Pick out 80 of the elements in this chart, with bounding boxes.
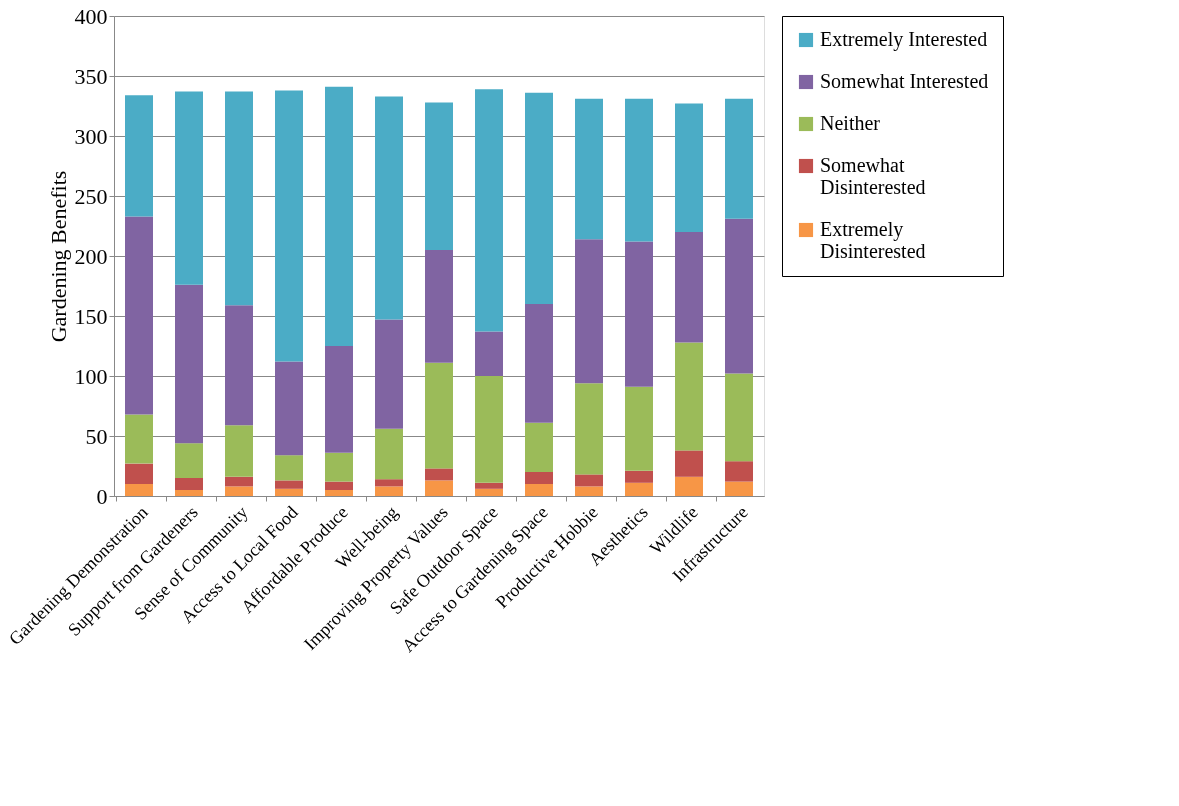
bar xyxy=(225,486,253,496)
bar xyxy=(675,476,703,496)
y-tick-label: 350 xyxy=(74,63,108,89)
y-tick-label: 200 xyxy=(74,243,108,269)
bar xyxy=(525,92,553,304)
bar xyxy=(375,319,403,429)
bar xyxy=(675,450,703,477)
bar xyxy=(475,89,503,332)
legend-label: Neither xyxy=(820,112,881,134)
bar xyxy=(425,250,453,363)
bar xyxy=(725,218,753,374)
bar xyxy=(225,425,253,477)
bar xyxy=(575,474,603,487)
bar xyxy=(425,480,453,496)
bar xyxy=(625,470,653,483)
bar xyxy=(175,478,203,490)
bar xyxy=(675,232,703,343)
bar xyxy=(725,461,753,482)
bar xyxy=(525,304,553,423)
bar xyxy=(175,284,203,444)
bar xyxy=(575,98,603,240)
bar xyxy=(475,488,503,496)
y-axis-title: Gardening Benefits xyxy=(45,170,71,343)
y-tick-label: 0 xyxy=(96,483,108,509)
bar xyxy=(675,103,703,232)
bar xyxy=(725,98,753,219)
bar xyxy=(225,305,253,426)
bar xyxy=(325,452,353,482)
bar xyxy=(125,216,153,415)
bar xyxy=(525,472,553,484)
bar xyxy=(525,422,553,472)
bar xyxy=(325,481,353,490)
bar xyxy=(125,463,153,484)
bar xyxy=(275,361,303,456)
bar xyxy=(275,488,303,496)
bar xyxy=(625,241,653,387)
bar xyxy=(625,386,653,471)
y-tick-label: 250 xyxy=(74,183,108,209)
bar xyxy=(325,86,353,346)
bar xyxy=(625,482,653,496)
y-tick-label: 50 xyxy=(85,423,108,449)
bar xyxy=(525,484,553,496)
bar xyxy=(175,490,203,496)
bar xyxy=(575,383,603,475)
legend-label: Somewhat Disinterested xyxy=(820,154,926,198)
y-tick-label: 150 xyxy=(74,303,108,329)
bar xyxy=(725,373,753,462)
bar xyxy=(275,480,303,489)
bar xyxy=(375,486,403,496)
bar xyxy=(225,476,253,487)
bar xyxy=(475,482,503,489)
bar xyxy=(275,90,303,362)
legend-label: Somewhat Interested xyxy=(820,70,989,92)
bar xyxy=(125,414,153,464)
bar xyxy=(175,91,203,285)
bar xyxy=(375,96,403,320)
y-tick-label: 400 xyxy=(74,3,108,29)
bar xyxy=(575,486,603,496)
bar xyxy=(475,331,503,376)
y-tick-label: 100 xyxy=(74,363,108,389)
bar xyxy=(375,479,403,487)
legend-label: Extremely Interested xyxy=(820,28,988,51)
bar xyxy=(475,376,503,483)
bar xyxy=(275,455,303,481)
bar xyxy=(675,342,703,451)
bar xyxy=(725,481,753,496)
bar xyxy=(425,468,453,481)
bar xyxy=(125,95,153,217)
bar xyxy=(125,484,153,496)
bar xyxy=(225,91,253,306)
bar xyxy=(575,239,603,384)
bar xyxy=(325,490,353,496)
y-tick-label: 300 xyxy=(74,123,108,149)
legend-label: Extremely Disinterested xyxy=(820,218,926,262)
bar xyxy=(375,428,403,480)
bar xyxy=(325,346,353,453)
bar xyxy=(175,443,203,478)
bar xyxy=(425,102,453,250)
bar xyxy=(625,98,653,242)
bar xyxy=(425,362,453,469)
